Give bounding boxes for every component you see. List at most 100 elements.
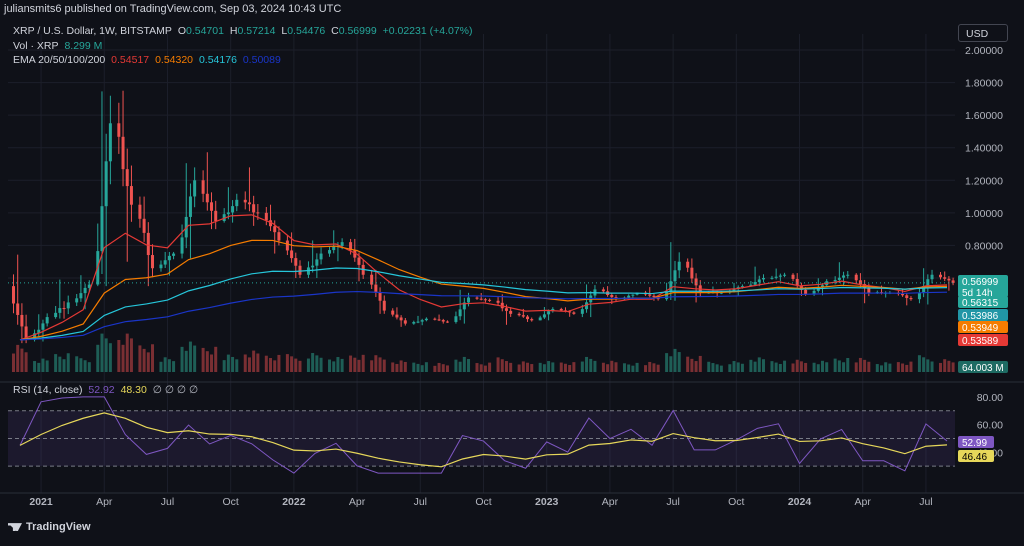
price-tick-label: 1.00000 xyxy=(965,208,1003,220)
volume-bar xyxy=(121,344,125,372)
volume-bar xyxy=(563,363,567,372)
volume-bar xyxy=(917,355,921,372)
volume-bar xyxy=(761,359,765,372)
volume-bar xyxy=(930,361,934,372)
volume-bar xyxy=(129,338,133,372)
volume-bar xyxy=(648,361,652,372)
candle-body xyxy=(58,308,62,313)
volume-bar xyxy=(416,363,420,372)
volume-value: 8.299 M xyxy=(64,40,103,52)
candle-body xyxy=(770,277,774,279)
rsi-tag-value: 46.46 xyxy=(962,452,987,463)
volume-bar xyxy=(812,362,816,372)
volume-bar xyxy=(399,360,403,372)
volume-bar xyxy=(222,360,226,372)
candle-body xyxy=(129,186,133,205)
volume-bar xyxy=(854,362,858,372)
candle-body xyxy=(235,199,239,207)
rsi-legend[interactable]: RSI (14, close) 52.92 48.30 ∅ ∅ ∅ ∅ xyxy=(13,384,201,396)
candle-body xyxy=(269,220,273,227)
volume-bar xyxy=(12,353,15,372)
volume-bar xyxy=(610,360,614,372)
volume-bar xyxy=(172,361,176,372)
price-tag-bg xyxy=(958,361,1008,373)
volume-bar xyxy=(521,361,525,372)
volume-bar xyxy=(770,361,774,372)
volume-bar xyxy=(753,361,757,372)
candle-body xyxy=(665,292,669,300)
volume-bar xyxy=(167,359,171,372)
candle-body xyxy=(749,284,753,287)
high-label: H xyxy=(229,25,238,37)
currency-button[interactable]: USD xyxy=(958,24,1008,42)
volume-bar xyxy=(947,360,951,372)
volume-bar xyxy=(256,353,260,372)
candle-body xyxy=(12,286,15,304)
volume-legend[interactable]: Vol · XRP 8.299 M xyxy=(13,40,105,52)
candle-body xyxy=(538,317,542,321)
candle-body xyxy=(521,315,525,317)
volume-bar xyxy=(374,355,378,372)
chart-background xyxy=(0,18,1024,541)
candle-body xyxy=(210,202,214,211)
volume-bar xyxy=(79,358,83,372)
candle-body xyxy=(117,123,121,137)
volume-bar xyxy=(37,362,41,372)
candle-body xyxy=(943,277,947,279)
candle-body xyxy=(842,275,846,278)
volume-bar xyxy=(424,362,428,372)
volume-bar xyxy=(201,347,205,372)
ema-legend[interactable]: EMA 20/50/100/200 0.54517 0.54320 0.5417… xyxy=(13,54,284,66)
candle-body xyxy=(193,180,197,197)
volume-bar xyxy=(783,360,787,372)
rsi-ma-line xyxy=(19,412,948,468)
price-tag-bg xyxy=(958,296,1008,308)
volume-bar xyxy=(104,338,108,372)
candle-body xyxy=(370,274,374,285)
volume-bar xyxy=(108,343,112,372)
candle-body xyxy=(905,295,909,299)
candle-body xyxy=(580,309,584,314)
candle-body xyxy=(551,308,555,312)
candle-body xyxy=(930,274,934,280)
volume-bar xyxy=(311,353,315,372)
volume-bar xyxy=(707,361,711,372)
tradingview-logo[interactable]: TradingView xyxy=(8,521,91,533)
price-tag-bg xyxy=(958,309,1008,321)
close-label: C xyxy=(331,25,339,37)
candle-body xyxy=(547,311,551,315)
time-tick-label: Jul xyxy=(666,496,679,508)
candle-body xyxy=(37,329,41,334)
candle-body xyxy=(214,210,218,221)
candle-body xyxy=(79,293,83,299)
price-tag-value: 64.003 M xyxy=(962,363,1004,374)
candle-body xyxy=(378,292,382,301)
volume-bar xyxy=(159,361,163,372)
volume-bar xyxy=(83,360,87,372)
candle-body xyxy=(445,321,449,323)
volume-bar xyxy=(138,345,142,372)
volume-bar xyxy=(559,362,563,372)
rsi-label: RSI (14, close) xyxy=(13,384,83,396)
candle-body xyxy=(121,136,125,170)
volume-bar xyxy=(264,355,268,372)
volume-bar xyxy=(184,350,188,372)
volume-bar xyxy=(943,359,947,372)
price-tag-value: 0.56999 xyxy=(962,277,999,288)
volume-bar xyxy=(568,365,572,372)
volume-bar xyxy=(673,348,677,372)
rsi-tick-label: 60.00 xyxy=(977,420,1003,432)
candle-body xyxy=(273,226,277,233)
ema20-value: 0.54517 xyxy=(111,54,150,66)
candle-body xyxy=(315,259,319,266)
price-tick-label: 1.60000 xyxy=(965,110,1003,122)
volume-bar xyxy=(319,357,323,372)
volume-bar xyxy=(842,362,846,372)
volume-bar xyxy=(825,362,829,372)
volume-bar xyxy=(285,354,289,372)
volume-bar xyxy=(698,355,702,372)
ema-label: EMA 20/50/100/200 xyxy=(13,54,106,66)
ema20-line xyxy=(19,214,948,341)
volume-bar xyxy=(538,362,542,372)
symbol-legend[interactable]: XRP / U.S. Dollar, 1W, BITSTAMP O0.54701… xyxy=(13,25,476,37)
